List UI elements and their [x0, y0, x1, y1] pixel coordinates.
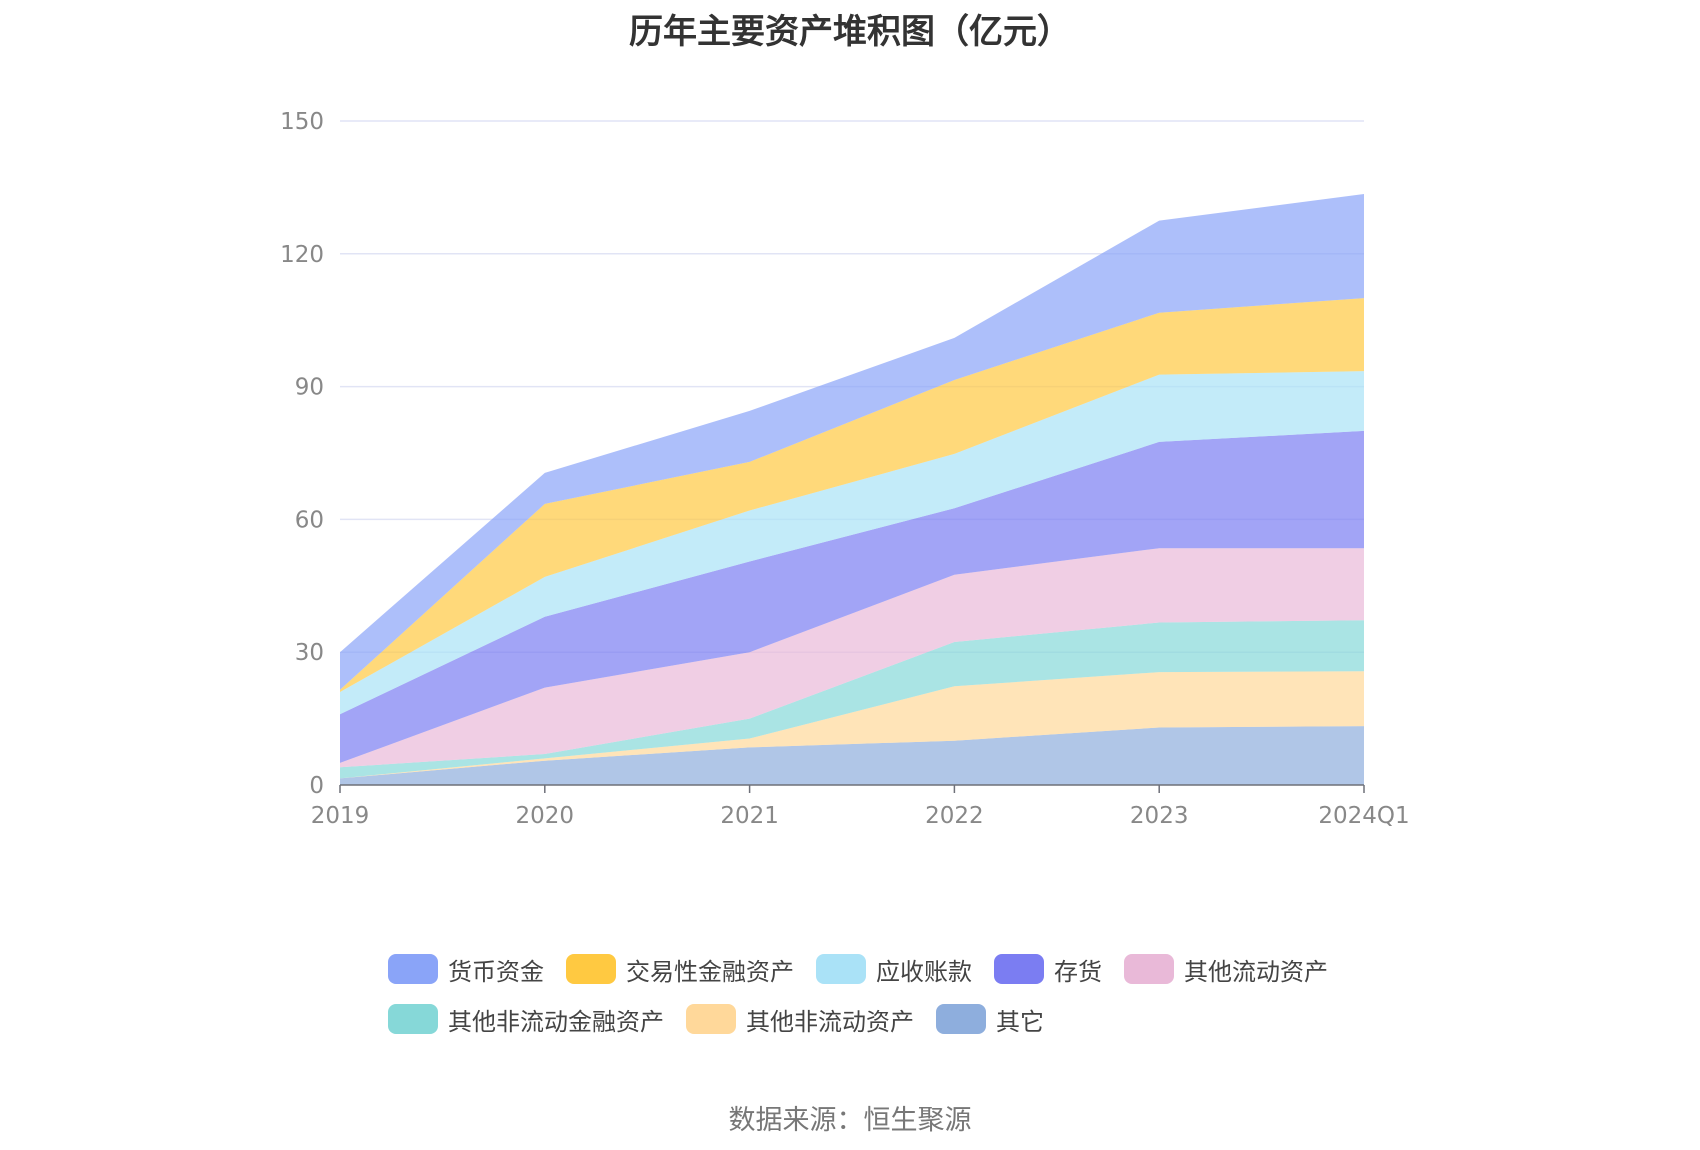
y-tick-label: 150	[280, 109, 324, 135]
y-tick-label: 0	[309, 773, 324, 799]
legend-item[interactable]: 存货	[994, 952, 1102, 987]
legend-swatch	[816, 954, 866, 984]
legend-item[interactable]: 其他非流动资产	[686, 1002, 914, 1037]
legend-swatch	[686, 1004, 736, 1034]
legend-swatch	[1124, 954, 1174, 984]
legend-label: 其它	[996, 1007, 1044, 1036]
x-tick-label: 2024Q1	[1318, 803, 1409, 829]
legend-label: 存货	[1054, 957, 1102, 986]
area-货币资金	[340, 194, 1364, 690]
legend-label: 应收账款	[876, 957, 972, 986]
legend-item[interactable]: 其它	[936, 1002, 1044, 1037]
x-tick-label: 2019	[311, 803, 370, 829]
area-其他流动资产	[340, 548, 1364, 768]
x-tick-label: 2021	[720, 803, 779, 829]
data-source: 数据来源：恒生聚源	[728, 1105, 972, 1136]
legend-label: 其他非流动金融资产	[448, 1007, 664, 1036]
legend-label: 交易性金融资产	[626, 957, 794, 986]
legend-swatch	[994, 954, 1044, 984]
y-tick-label: 30	[295, 640, 324, 666]
legend-swatch	[388, 1004, 438, 1034]
x-tick-label: 2023	[1130, 803, 1189, 829]
area-其他非流动资产	[340, 671, 1364, 779]
y-tick-label: 120	[280, 242, 324, 268]
legend-item[interactable]: 货币资金	[388, 952, 544, 987]
chart-title: 历年主要资产堆积图（亿元）	[629, 12, 1071, 52]
legend-swatch	[388, 954, 438, 984]
area-其它	[340, 726, 1364, 785]
legend-swatch	[566, 954, 616, 984]
area-应收账款	[340, 371, 1364, 715]
x-tick-label: 2020	[516, 803, 575, 829]
area-其他非流动金融资产	[340, 620, 1364, 779]
legend-label: 其他流动资产	[1184, 957, 1328, 986]
y-tick-label: 60	[295, 507, 324, 533]
legend-label: 其他非流动资产	[746, 1007, 914, 1036]
x-tick-label: 2022	[925, 803, 984, 829]
axes: 0 30 60 90 120 150 2019 2020 2021 2022 2023 2024Q1	[280, 109, 1410, 829]
legend-item[interactable]: 交易性金融资产	[566, 952, 794, 987]
legend-row: 其他非流动金融资产 其他非流动资产 其它	[388, 994, 1368, 1044]
y-tick-label: 90	[295, 375, 324, 401]
area-交易性金融资产	[340, 298, 1364, 692]
area-存货	[340, 430, 1364, 763]
legend: 货币资金 交易性金融资产 应收账款 存货 其他流动资产 其他非流动金融资产 其他非流动资产其…	[388, 944, 1368, 1044]
area-series	[340, 194, 1364, 785]
legend-item[interactable]: 其他流动资产	[1124, 952, 1328, 987]
legend-item[interactable]: 其他非流动金融资产	[388, 1002, 664, 1037]
legend-item[interactable]: 应收账款	[816, 952, 972, 987]
legend-row: 货币资金 交易性金融资产 应收账款 存货 其他流动资产	[388, 944, 1368, 994]
legend-label: 货币资金	[448, 957, 544, 986]
legend-swatch	[936, 1004, 986, 1034]
